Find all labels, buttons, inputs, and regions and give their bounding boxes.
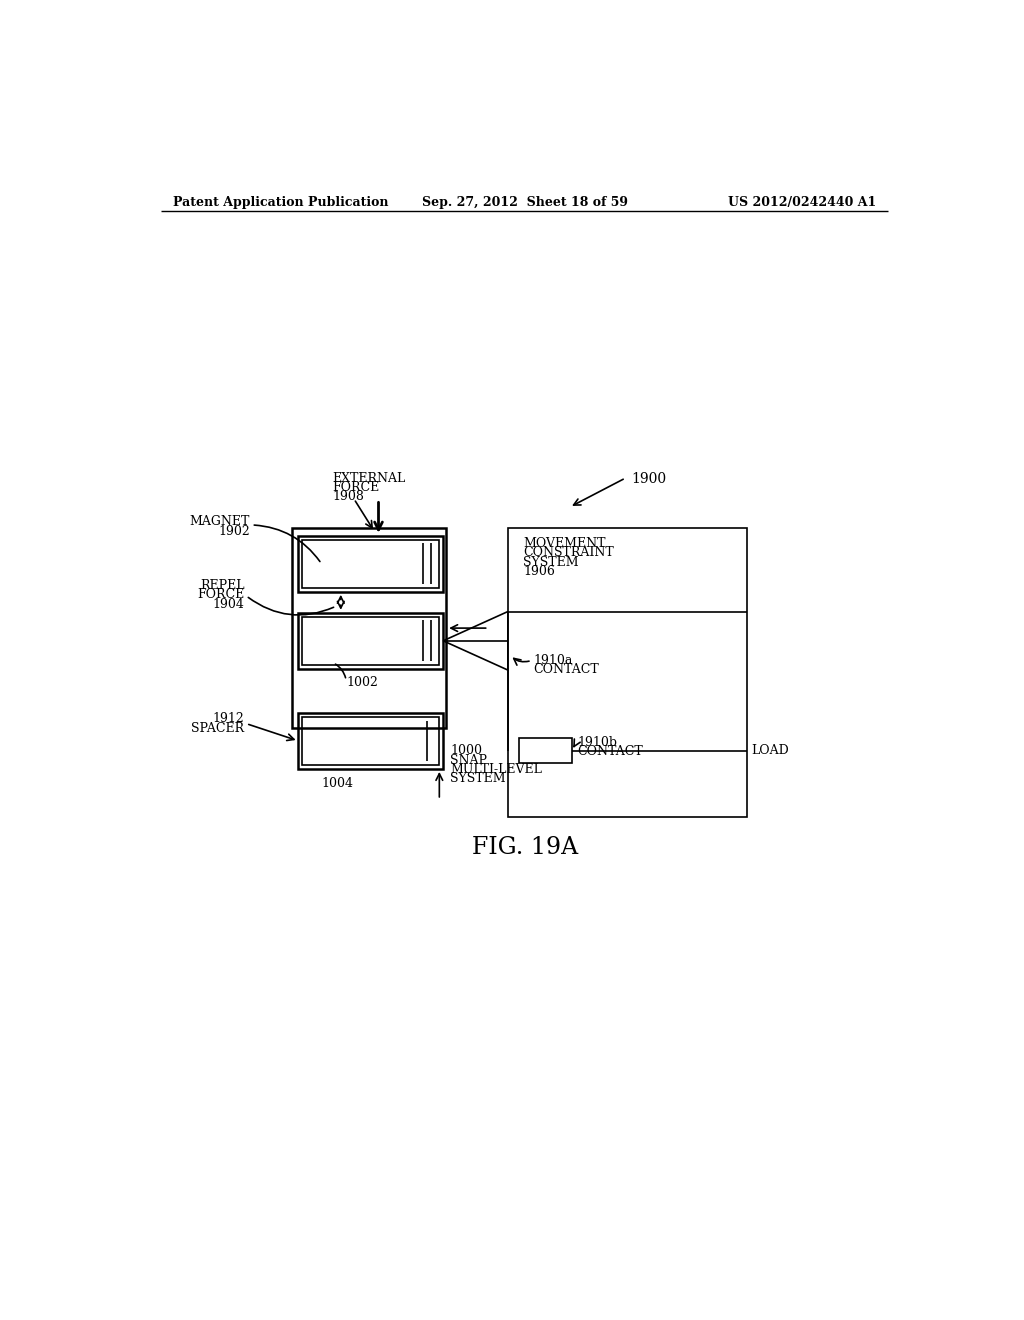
Text: 1910a: 1910a [534,653,572,667]
Text: SPACER: SPACER [191,722,245,735]
Text: EXTERNAL: EXTERNAL [333,471,406,484]
Text: FIG. 19A: FIG. 19A [472,836,578,859]
Text: SYSTEM: SYSTEM [523,556,579,569]
Text: MOVEMENT: MOVEMENT [523,537,606,550]
Bar [519,738,571,763]
Text: MULTI-LEVEL: MULTI-LEVEL [451,763,542,776]
Text: FORCE: FORCE [198,589,245,602]
Text: FORCE: FORCE [333,480,380,494]
Text: 1002: 1002 [346,676,378,689]
Bar [302,616,439,665]
Text: 1004: 1004 [322,777,353,791]
Text: CONSTRAINT: CONSTRAINT [523,546,614,560]
Bar [298,612,443,669]
Bar [508,528,746,817]
Bar [302,540,439,589]
Text: LOAD: LOAD [752,744,788,758]
Text: REPEL: REPEL [200,579,245,593]
Bar [292,528,446,729]
Text: 1000: 1000 [451,743,482,756]
Text: 1908: 1908 [333,490,365,503]
Text: 1902: 1902 [218,524,250,537]
Text: 1910b: 1910b [578,737,617,748]
Text: Sep. 27, 2012  Sheet 18 of 59: Sep. 27, 2012 Sheet 18 of 59 [422,195,628,209]
Text: 1904: 1904 [213,598,245,611]
Bar [302,717,439,766]
Text: MAGNET: MAGNET [189,515,250,528]
Text: 1900: 1900 [631,471,667,486]
Text: CONTACT: CONTACT [534,663,599,676]
Text: Patent Application Publication: Patent Application Publication [173,195,388,209]
Text: 1906: 1906 [523,565,555,578]
Text: SYSTEM: SYSTEM [451,772,506,785]
Text: SNAP: SNAP [451,754,487,767]
Text: CONTACT: CONTACT [578,744,643,758]
Text: US 2012/0242440 A1: US 2012/0242440 A1 [728,195,877,209]
Bar [298,713,443,770]
Bar [298,536,443,591]
Text: 1912: 1912 [213,713,245,726]
